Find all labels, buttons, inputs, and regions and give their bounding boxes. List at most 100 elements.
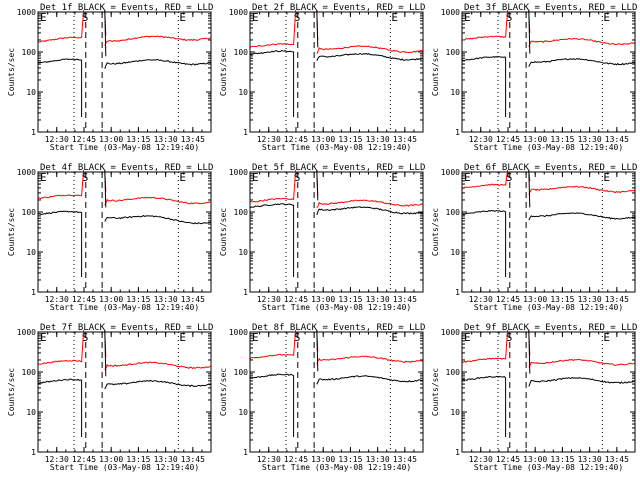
event-marker-label: E [252, 11, 259, 24]
y-tick-label: 1 [31, 448, 36, 457]
event-marker-label: E [40, 331, 47, 344]
y-tick-label: 10 [238, 408, 248, 417]
chart-panel-3: Det 3f BLACK = Events, RED = LLD11010010… [431, 3, 637, 152]
event-marker-label: E [252, 171, 259, 184]
y-tick-label: 100 [234, 48, 249, 57]
events-series-line [250, 10, 422, 117]
y-tick-label: 100 [234, 368, 249, 377]
y-tick-label: 10 [238, 248, 248, 257]
chart-panel-9: Det 9f BLACK = Events, RED = LLD11010010… [431, 323, 637, 472]
y-tick-label: 1000 [441, 8, 460, 17]
events-series-line [250, 330, 422, 437]
event-marker-label: E [464, 331, 471, 344]
chart-panel-8: Det 8f BLACK = Events, RED = LLD 1 10 100 10… [219, 323, 425, 472]
y-tick-label: 10 [26, 408, 36, 417]
y-tick-label: 10 [238, 88, 248, 97]
plot-frame [38, 12, 211, 132]
y-axis-label: Counts/sec [431, 208, 440, 256]
x-axis-label: Start Time (03-May-08 12:19:40) [50, 143, 199, 152]
y-tick-label: 1000 [17, 328, 36, 337]
plot-frame [462, 332, 635, 452]
y-axis-label: Counts/sec [7, 208, 16, 256]
event-marker-label: E [179, 171, 186, 184]
y-tick-label: 100 [22, 208, 37, 217]
plot-frame [250, 12, 423, 132]
event-marker-label: E [464, 171, 471, 184]
y-tick-label: 1000 [17, 8, 36, 17]
y-tick-label: 1 [455, 128, 460, 137]
events-series-line [250, 170, 422, 277]
plot-frame [462, 172, 635, 292]
event-marker-label: E [603, 171, 610, 184]
x-axis-label: Start Time (03-May-08 12:19:40) [474, 463, 623, 472]
plot-frame [38, 332, 211, 452]
plot-frame [462, 12, 635, 132]
y-tick-label: 1000 [441, 168, 460, 177]
y-tick-label: 100 [446, 368, 461, 377]
y-tick-label: 100 [22, 48, 37, 57]
event-marker-label: E [179, 331, 186, 344]
y-axis-label: Counts/sec [219, 208, 228, 256]
x-axis-label: Start Time (03-May-08 12:19:40) [262, 143, 411, 152]
y-tick-label: 10 [26, 248, 36, 257]
chart-panel-5: Det 5f BLACK = Events, RED = LLD 1 10 100 10… [219, 163, 425, 312]
y-axis-label: Counts/sec [431, 368, 440, 416]
y-tick-label: 10 [450, 408, 460, 417]
y-tick-label: 1000 [229, 328, 248, 337]
y-tick-label: 10 [26, 88, 36, 97]
event-marker-label: E [179, 11, 186, 24]
event-marker-label: E [391, 171, 398, 184]
event-marker-label: E [40, 171, 47, 184]
event-marker-label: E [603, 11, 610, 24]
plot-frame [250, 172, 423, 292]
plot-frame [250, 332, 423, 452]
y-tick-label: 100 [234, 208, 249, 217]
chart-panel-4: Det 4f BLACK = Events, RED = LLD 1 10 100 10… [7, 163, 213, 312]
y-tick-label: 1 [455, 288, 460, 297]
event-marker-label: E [603, 331, 610, 344]
event-marker-label: E [464, 11, 471, 24]
x-axis-label: Start Time (03-May-08 12:19:40) [50, 463, 199, 472]
chart-panel-2: Det 2f BLACK = Events, RED = LLD 1 10 100 10… [219, 3, 425, 152]
x-axis-label: Start Time (03-May-08 12:19:40) [474, 143, 623, 152]
y-tick-label: 1000 [229, 168, 248, 177]
events-series-line [462, 330, 634, 437]
y-tick-label: 100 [22, 368, 37, 377]
plot-frame [38, 172, 211, 292]
y-tick-label: 100 [446, 48, 461, 57]
y-tick-label: 10 [450, 88, 460, 97]
y-tick-label: 1 [243, 448, 248, 457]
y-tick-label: 1 [243, 288, 248, 297]
x-axis-label: Start Time (03-May-08 12:19:40) [262, 303, 411, 312]
chart-panel-7: Det 7f BLACK = Events, RED = LLD11010010… [7, 323, 213, 472]
events-series-line [462, 170, 634, 277]
y-axis-label: Counts/sec [7, 48, 16, 96]
event-marker-label: E [391, 331, 398, 344]
event-marker-label: E [252, 331, 259, 344]
y-tick-label: 1 [455, 448, 460, 457]
y-tick-label: 1000 [229, 8, 248, 17]
chart-panel-1: Det 1f BLACK = Events, RED = LLD11010010… [7, 3, 213, 152]
y-axis-label: Counts/sec [219, 368, 228, 416]
event-marker-label: E [40, 11, 47, 24]
y-tick-label: 1000 [17, 168, 36, 177]
y-tick-label: 1 [31, 128, 36, 137]
x-axis-label: Start Time (03-May-08 12:19:40) [262, 463, 411, 472]
events-series-line [38, 330, 210, 437]
events-series-line [38, 170, 210, 277]
y-tick-label: 100 [446, 208, 461, 217]
events-series-line [462, 10, 634, 117]
x-axis-label: Start Time (03-May-08 12:19:40) [50, 303, 199, 312]
y-tick-label: 1 [243, 128, 248, 137]
events-series-line [38, 10, 210, 117]
y-axis-label: Counts/sec [431, 48, 440, 96]
y-tick-label: 1 [31, 288, 36, 297]
y-axis-label: Counts/sec [219, 48, 228, 96]
event-marker-label: E [391, 11, 398, 24]
y-axis-label: Counts/sec [7, 368, 16, 416]
y-tick-label: 10 [450, 248, 460, 257]
chart-panel-6: Det 6f BLACK = Events, RED = LLD11010010… [431, 163, 637, 312]
y-tick-label: 1000 [441, 328, 460, 337]
x-axis-label: Start Time (03-May-08 12:19:40) [474, 303, 623, 312]
